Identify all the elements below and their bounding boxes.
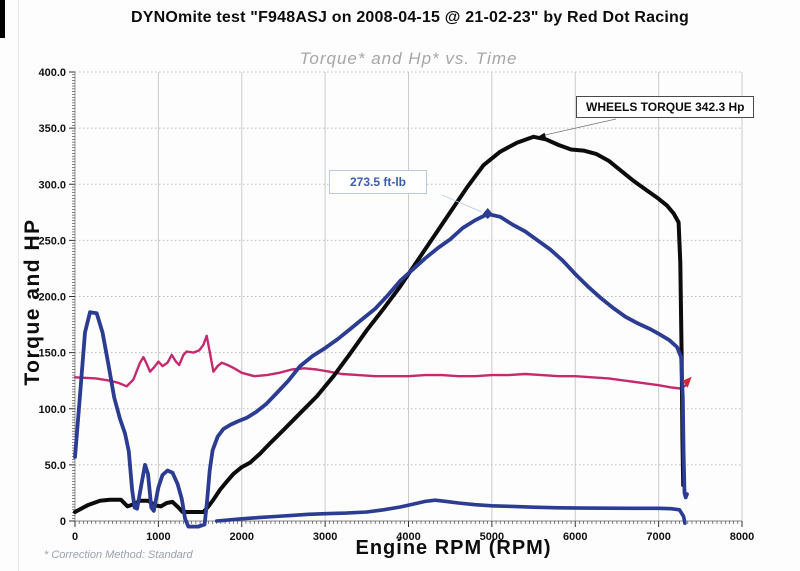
torque-blue-curve (73, 212, 689, 529)
y-tick-label: 100.0 (38, 404, 66, 416)
x-axis-title: Engine RPM (RPM) (355, 537, 552, 559)
x-tick-label: 5000 (480, 531, 504, 543)
y-tick-label: 250.0 (38, 235, 66, 247)
x-tick-label: 8000 (730, 531, 754, 543)
y-tick-label: 200.0 (38, 292, 66, 304)
x-tick-label: 3000 (313, 531, 337, 543)
y-tick-label: 150.0 (38, 348, 66, 360)
x-tick-label: 4000 (396, 531, 420, 543)
y-tick-label: 400.0 (38, 67, 66, 79)
y-tick-label: 50.0 (45, 460, 66, 472)
y-tick-label: 350.0 (38, 123, 66, 135)
scan-artifact-mark (0, 0, 5, 38)
y-tick-label: 300.0 (38, 179, 66, 191)
scan-edge-line (18, 0, 19, 571)
x-tick-label: 6000 (563, 531, 587, 543)
torque-peak-callout: 273.5 ft-lb (329, 170, 428, 194)
chart-title: Torque* and Hp* vs. Time (299, 49, 518, 68)
x-tick-label: 0 (72, 531, 78, 543)
hp-callout-arrowhead (534, 132, 547, 140)
y-tick-label: 0 (60, 516, 66, 528)
pink-aux-curve (73, 334, 690, 390)
torque-peak-marker (482, 207, 493, 219)
correction-footnote: * Correction Method: Standard (44, 549, 193, 561)
y-axis-title: Torque and HP (21, 218, 44, 386)
x-tick-label: 2000 (230, 531, 254, 543)
x-tick-label: 1000 (146, 531, 170, 543)
hp-black-curve (73, 134, 686, 514)
run-end-arrow (682, 376, 692, 388)
hp-callout-leader (541, 118, 617, 137)
x-tick-label: 7000 (646, 531, 670, 543)
low-blue-aux-curve (214, 498, 687, 525)
torque-callout-leader (441, 194, 482, 213)
hp-peak-callout: WHEELS TORQUE 342.3 Hp (576, 96, 755, 118)
report-title: DYNOmite test "F948ASJ on 2008-04-15 @ 2… (131, 9, 689, 26)
